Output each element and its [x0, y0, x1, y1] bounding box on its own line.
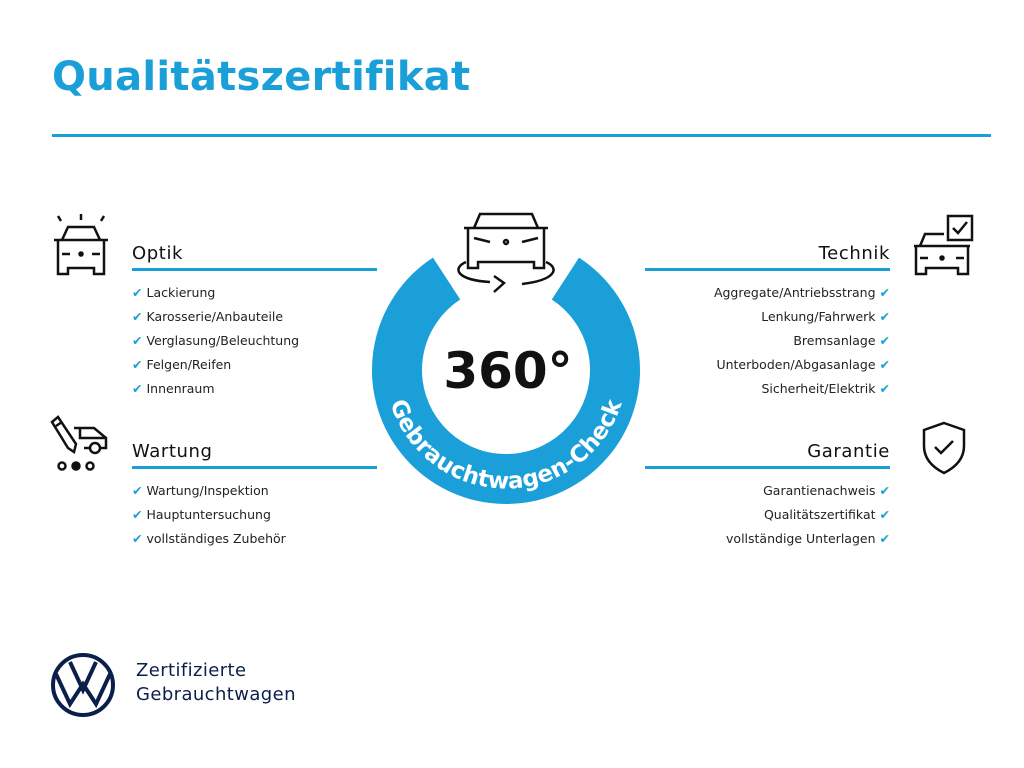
section-optik: Optik ✔ Lackierung ✔ Karosserie/Anbauteile… [132, 240, 377, 401]
check-icon: ✔ [132, 381, 143, 396]
car-lights-icon [54, 214, 108, 276]
section-title: Technik [818, 243, 890, 264]
service-van-icon [50, 415, 108, 471]
check-icon: ✔ [879, 531, 890, 546]
list-item: Unterboden/Abgasanlage ✔ [716, 357, 890, 372]
check-icon: ✔ [132, 357, 143, 372]
list-item: ✔ vollständiges Zubehör [132, 531, 286, 546]
check-icon: ✔ [132, 507, 143, 522]
list-item: Aggregate/Antriebsstrang ✔ [713, 285, 890, 300]
brand-line-1: Zertifizierte [136, 660, 247, 681]
list-item: ✔ Felgen/Reifen [132, 357, 232, 372]
page-title: Qualitätszertifikat [52, 54, 471, 100]
section-divider [645, 466, 890, 469]
list-item: vollständige Unterlagen ✔ [726, 531, 890, 546]
list-item: ✔ Wartung/Inspektion [132, 483, 269, 498]
check-icon: ✔ [879, 309, 890, 324]
vw-logo [51, 653, 115, 717]
list-item: Qualitätszertifikat ✔ [763, 507, 890, 522]
section-divider [645, 268, 890, 271]
section-title: Optik [132, 243, 184, 264]
list-item: Bremsanlage ✔ [793, 333, 890, 348]
list-item: ✔ Lackierung [132, 285, 216, 300]
section-title: Wartung [132, 441, 213, 462]
check-icon: ✔ [132, 309, 143, 324]
shield-check-icon [922, 421, 966, 475]
list-item: Sicherheit/Elektrik ✔ [761, 381, 890, 396]
list-item: Lenkung/Fahrwerk ✔ [761, 309, 890, 324]
badge-number: 360° [443, 342, 572, 400]
check-icon: ✔ [132, 531, 143, 546]
check-icon: ✔ [879, 483, 890, 498]
list-item: ✔ Verglasung/Beleuchtung [132, 333, 300, 348]
check-icon: ✔ [879, 333, 890, 348]
list-item: ✔ Karosserie/Anbauteile [132, 309, 284, 324]
check-icon: ✔ [879, 357, 890, 372]
list-item: Garantienachweis ✔ [763, 483, 890, 498]
title-divider [52, 134, 991, 137]
section-divider [132, 466, 377, 469]
check-icon: ✔ [879, 381, 890, 396]
section-wartung: Wartung ✔ Wartung/Inspektion ✔ Hauptunters… [132, 438, 377, 551]
section-technik: Technik Aggregate/Antriebsstrang ✔ Lenkun… [645, 240, 890, 401]
brand-line-2: Gebrauchtwagen [136, 684, 296, 705]
list-item: ✔ Innenraum [132, 381, 215, 396]
check-icon: ✔ [879, 285, 890, 300]
check-icon: ✔ [132, 483, 143, 498]
brand-text: Zertifizierte Gebrauchtwagen [136, 659, 296, 707]
list-item: ✔ Hauptuntersuchung [132, 507, 271, 522]
section-title: Garantie [807, 441, 890, 462]
car-rotate-icon [457, 212, 555, 293]
check-icon: ✔ [132, 333, 143, 348]
badge-ring [372, 257, 640, 504]
section-divider [132, 268, 377, 271]
check-icon: ✔ [132, 285, 143, 300]
car-checkbox-icon [914, 214, 974, 276]
section-garantie: Garantie Garantienachweis ✔ Qualitätszert… [645, 438, 890, 551]
check-icon: ✔ [879, 507, 890, 522]
